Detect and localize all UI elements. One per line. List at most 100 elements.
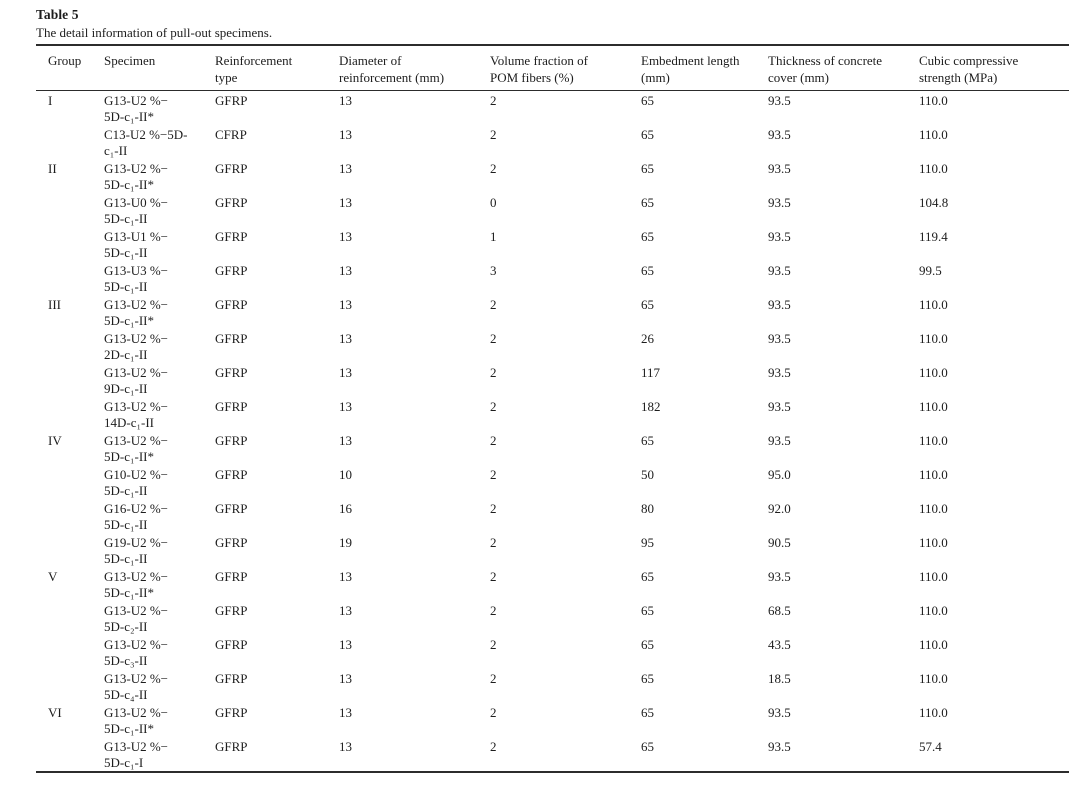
- cell-compressive-strength: 57.4: [919, 739, 942, 754]
- cell-diameter: 19: [339, 535, 352, 550]
- table-block: Table 5 The detail information of pull-o…: [36, 0, 1069, 773]
- column-header-group: Group: [36, 45, 104, 91]
- cell-reinforcement-type: GFRP: [215, 195, 248, 210]
- table-row: III G13-U2 %− 5D-c₁-II* GFRP 13 2 65 93.…: [36, 295, 1069, 329]
- column-header-reinforcement-type: Reinforcement type: [215, 45, 339, 91]
- cell-pom-fraction: 2: [490, 739, 497, 754]
- cell-embedment-length: 65: [641, 297, 654, 312]
- cell-specimen: G13-U2 %− 5D-c₁-II*: [104, 161, 169, 192]
- cell-compressive-strength: 110.0: [919, 501, 948, 516]
- cell-reinforcement-type: GFRP: [215, 569, 248, 584]
- table-row: V G13-U2 %− 5D-c₁-II* GFRP 13 2 65 93.5 …: [36, 567, 1069, 601]
- cell-specimen: G13-U2 %− 14D-c₁-II: [104, 399, 169, 430]
- cell-embedment-length: 95: [641, 535, 654, 550]
- cell-compressive-strength: 110.0: [919, 603, 948, 618]
- cell-embedment-length: 65: [641, 671, 654, 686]
- cell-specimen: G13-U0 %− 5D-c₁-II: [104, 195, 169, 226]
- cell-pom-fraction: 2: [490, 365, 497, 380]
- cell-compressive-strength: 110.0: [919, 705, 948, 720]
- cell-diameter: 13: [339, 399, 352, 414]
- cell-diameter: 13: [339, 365, 352, 380]
- cell-compressive-strength: 99.5: [919, 263, 942, 278]
- cell-embedment-length: 65: [641, 229, 654, 244]
- cell-group: [36, 227, 104, 261]
- table-row: G13-U3 %− 5D-c₁-II GFRP 13 3 65 93.5 99.…: [36, 261, 1069, 295]
- cell-reinforcement-type: GFRP: [215, 229, 248, 244]
- cell-diameter: 16: [339, 501, 352, 516]
- table-caption: The detail information of pull-out speci…: [36, 25, 273, 40]
- table-row: G13-U2 %− 5D-c₁-I GFRP 13 2 65 93.5 57.4: [36, 737, 1069, 772]
- cell-compressive-strength: 110.0: [919, 93, 948, 108]
- cell-group: [36, 397, 104, 431]
- table-row: G16-U2 %− 5D-c₁-II GFRP 16 2 80 92.0 110…: [36, 499, 1069, 533]
- cell-cover-thickness: 93.5: [768, 705, 791, 720]
- column-header-specimen: Specimen: [104, 45, 215, 91]
- cell-diameter: 13: [339, 637, 352, 652]
- table-row: VI G13-U2 %− 5D-c₁-II* GFRP 13 2 65 93.5…: [36, 703, 1069, 737]
- cell-cover-thickness: 18.5: [768, 671, 791, 686]
- cell-specimen: G19-U2 %− 5D-c₁-II: [104, 535, 169, 566]
- cell-cover-thickness: 93.5: [768, 365, 791, 380]
- cell-pom-fraction: 2: [490, 467, 497, 482]
- cell-cover-thickness: 90.5: [768, 535, 791, 550]
- cell-specimen: G13-U2 %− 5D-c₁-I: [104, 739, 169, 770]
- cell-compressive-strength: 110.0: [919, 399, 948, 414]
- cell-diameter: 10: [339, 467, 352, 482]
- cell-specimen: C13-U2 %−5D- c₁-II: [104, 127, 188, 158]
- cell-pom-fraction: 2: [490, 127, 497, 142]
- cell-group: [36, 329, 104, 363]
- cell-pom-fraction: 2: [490, 569, 497, 584]
- table-row: G13-U2 %− 14D-c₁-II GFRP 13 2 182 93.5 1…: [36, 397, 1069, 431]
- header-row: Group Specimen Reinforcement type Diamet…: [36, 45, 1069, 91]
- cell-diameter: 13: [339, 705, 352, 720]
- cell-pom-fraction: 2: [490, 535, 497, 550]
- cell-group: [36, 261, 104, 295]
- cell-cover-thickness: 93.5: [768, 331, 791, 346]
- cell-reinforcement-type: GFRP: [215, 297, 248, 312]
- cell-embedment-length: 65: [641, 739, 654, 754]
- cell-pom-fraction: 2: [490, 603, 497, 618]
- cell-embedment-length: 182: [641, 399, 661, 414]
- cell-diameter: 13: [339, 331, 352, 346]
- cell-specimen: G13-U2 %− 5D-c₂-II: [104, 603, 169, 634]
- cell-reinforcement-type: GFRP: [215, 739, 248, 754]
- cell-compressive-strength: 104.8: [919, 195, 949, 210]
- table-row: I G13-U2 %− 5D-c₁-II* GFRP 13 2 65 93.5 …: [36, 91, 1069, 126]
- table-row: G10-U2 %− 5D-c₁-II GFRP 10 2 50 95.0 110…: [36, 465, 1069, 499]
- cell-group: [36, 737, 104, 772]
- cell-reinforcement-type: GFRP: [215, 671, 248, 686]
- cell-compressive-strength: 110.0: [919, 535, 948, 550]
- table-row: C13-U2 %−5D- c₁-II CFRP 13 2 65 93.5 110…: [36, 125, 1069, 159]
- cell-specimen: G10-U2 %− 5D-c₁-II: [104, 467, 169, 498]
- cell-group: [36, 635, 104, 669]
- cell-cover-thickness: 93.5: [768, 739, 791, 754]
- cell-specimen: G13-U2 %− 5D-c₁-II*: [104, 297, 169, 328]
- cell-group: [36, 669, 104, 703]
- cell-cover-thickness: 92.0: [768, 501, 791, 516]
- cell-group: I: [48, 93, 53, 108]
- cell-specimen: G13-U2 %− 9D-c₁-II: [104, 365, 169, 396]
- cell-specimen: G13-U2 %− 5D-c₄-II: [104, 671, 169, 702]
- cell-embedment-length: 50: [641, 467, 654, 482]
- cell-compressive-strength: 110.0: [919, 569, 948, 584]
- cell-embedment-length: 65: [641, 195, 654, 210]
- table-row: II G13-U2 %− 5D-c₁-II* GFRP 13 2 65 93.5…: [36, 159, 1069, 193]
- cell-cover-thickness: 93.5: [768, 297, 791, 312]
- cell-embedment-length: 117: [641, 365, 661, 380]
- cell-cover-thickness: 68.5: [768, 603, 791, 618]
- cell-pom-fraction: 2: [490, 331, 497, 346]
- cell-embedment-length: 65: [641, 433, 654, 448]
- cell-specimen: G13-U3 %− 5D-c₁-II: [104, 263, 169, 294]
- cell-compressive-strength: 110.0: [919, 433, 948, 448]
- cell-diameter: 13: [339, 161, 352, 176]
- cell-embedment-length: 80: [641, 501, 654, 516]
- cell-cover-thickness: 93.5: [768, 433, 791, 448]
- table-row: G13-U0 %− 5D-c₁-II GFRP 13 0 65 93.5 104…: [36, 193, 1069, 227]
- cell-embedment-length: 65: [641, 263, 654, 278]
- column-header-embedment-length: Embedment length (mm): [641, 45, 768, 91]
- cell-embedment-length: 65: [641, 637, 654, 652]
- cell-group: V: [48, 569, 58, 584]
- column-header-diameter: Diameter of reinforcement (mm): [339, 45, 490, 91]
- cell-group: IV: [48, 433, 62, 448]
- cell-reinforcement-type: GFRP: [215, 467, 248, 482]
